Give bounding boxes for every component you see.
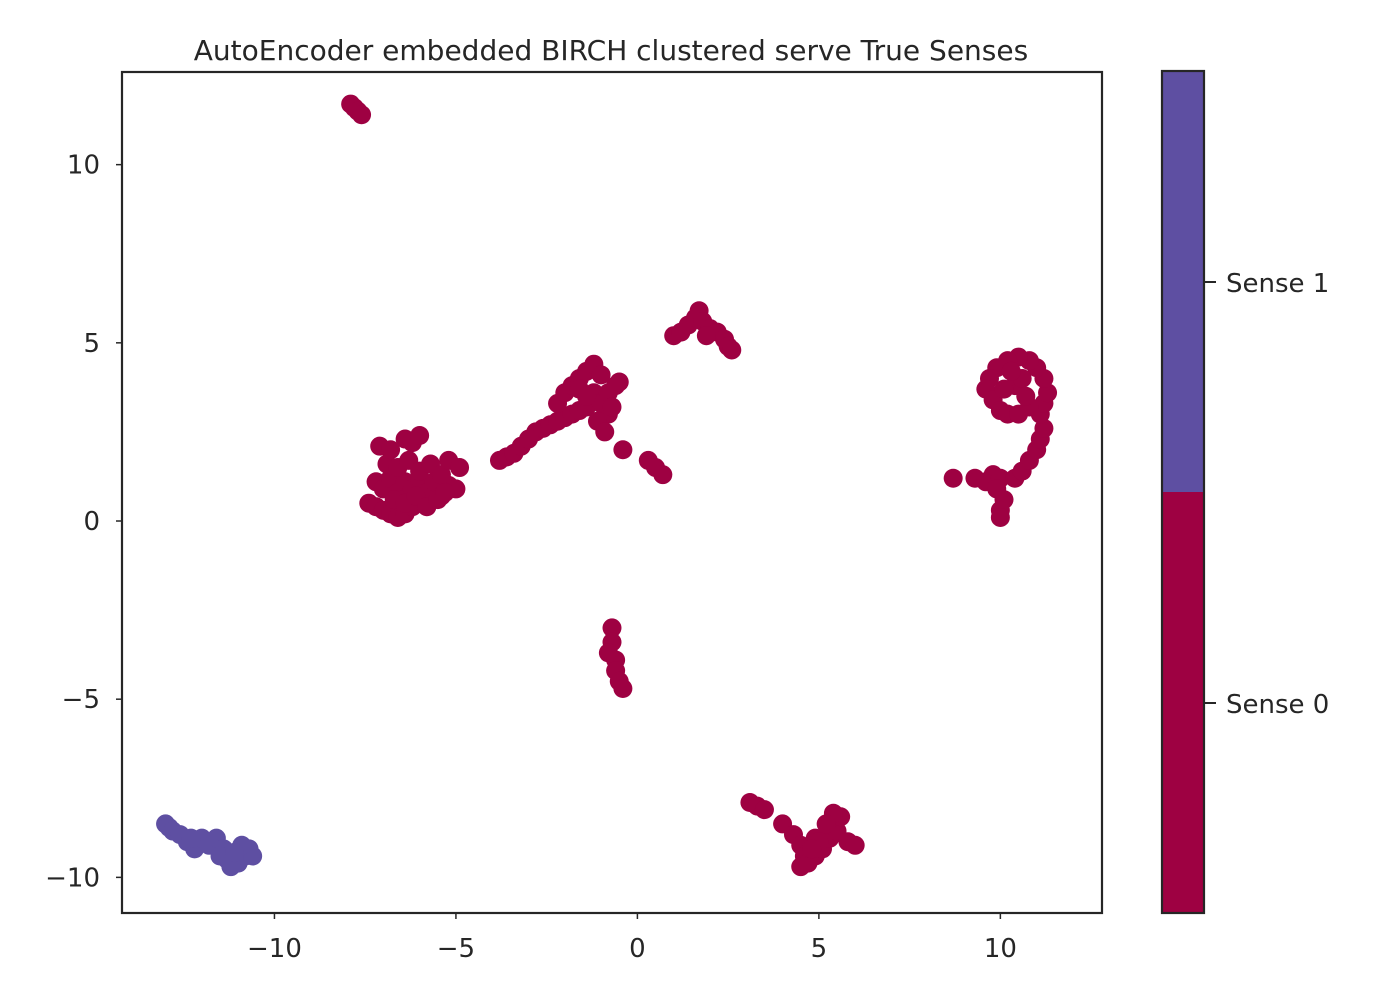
scatter-point-sense-0 [602,618,622,638]
y-tick-label: 0 [83,507,100,537]
scatter-point-sense-0 [613,678,633,698]
scatter-point-sense-0 [609,372,629,392]
colorbar: Sense 1 Sense 0 [1160,69,1329,915]
scatter-point-sense-0 [816,814,836,834]
scatter-point-sense-0 [994,379,1014,399]
scatter-point-sense-0 [577,386,597,406]
scatter-point-sense-0 [1016,386,1036,406]
x-tick-label: −10 [247,934,302,964]
scatter-point-sense-1 [181,828,201,848]
scatter-point-sense-0 [990,507,1010,527]
scatter-point-sense-0 [1034,418,1054,438]
x-tick-label: −5 [437,934,475,964]
scatter-point-sense-1 [225,842,245,862]
x-tick-label: 5 [811,934,828,964]
plot-frame [120,70,1104,915]
scatter-point-sense-0 [653,465,673,485]
scatter-point-sense-0 [410,425,430,445]
scatter-point-sense-0 [754,800,774,820]
scatter-point-sense-0 [722,340,742,360]
scatter-point-sense-0 [696,326,716,346]
chart-title: AutoEncoder embedded BIRCH clustered ser… [194,34,1028,67]
x-tick-label: 0 [629,934,646,964]
scatter-point-sense-0 [431,465,451,485]
y-tick-label: −10 [45,863,100,893]
colorbar-label-sense-0: Sense 0 [1226,690,1329,720]
colorbar-segment-sense-1 [1162,71,1204,492]
plot-area [122,72,1102,913]
y-tick-label: 10 [67,151,100,181]
y-tick-label: 5 [83,329,100,359]
scatter-point-sense-0 [613,440,633,460]
scatter-point-sense-0 [450,458,470,478]
scatter-point-sense-0 [435,483,455,502]
scatter-point-sense-0 [591,365,611,385]
colorbar-label-sense-1: Sense 1 [1226,269,1329,299]
y-tick-label: −5 [62,685,100,715]
y-axis-ticks: −10 −5 0 5 10 [45,151,122,893]
scatter-point-sense-0 [1001,361,1021,381]
scatter-point-sense-0 [943,468,963,488]
scatter-point-sense-1 [210,846,230,866]
scatter-point-sense-0 [845,835,865,855]
scatter-points [156,94,1058,877]
scatter-point-sense-0 [602,397,622,417]
scatter-point-sense-0 [802,839,822,859]
colorbar-segment-sense-0 [1162,492,1204,913]
scatter-point-sense-0 [595,422,615,442]
colorbar-frame [1160,69,1206,915]
scatter-point-sense-0 [1038,383,1058,403]
x-tick-label: 10 [984,934,1017,964]
scatter-point-sense-0 [381,440,401,460]
x-axis-ticks: −10 −5 0 5 10 [247,913,1017,964]
scatter-point-sense-0 [352,105,372,125]
